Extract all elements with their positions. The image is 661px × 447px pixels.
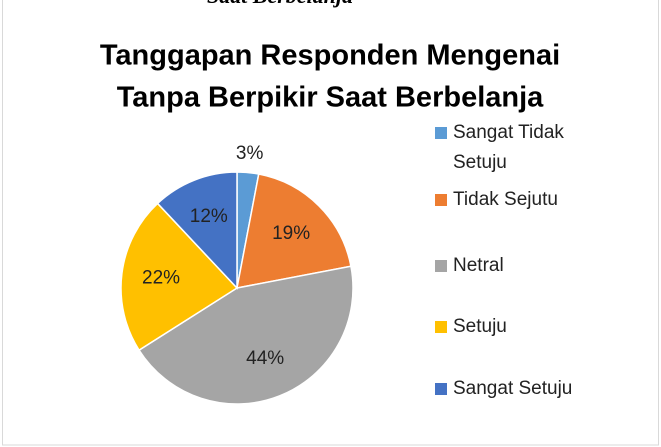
chart-title: Tanpa Berpikir Saat Berbelanja bbox=[117, 82, 544, 114]
data-label: 22% bbox=[142, 267, 180, 288]
chart-title: Tanggapan Responden Mengenai bbox=[100, 40, 560, 72]
legend-swatch bbox=[435, 260, 447, 272]
legend-label: Sangat Tidak Setuju bbox=[453, 122, 564, 173]
pie-slice bbox=[138, 265, 354, 405]
legend-line: Sangat Tidak bbox=[453, 122, 564, 143]
pie-slice bbox=[236, 173, 352, 289]
legend-label: Netral bbox=[453, 255, 504, 276]
legend-swatch bbox=[435, 127, 447, 139]
legend-line: Setuju bbox=[453, 152, 507, 173]
pie-slice bbox=[156, 171, 238, 290]
legend-label: Tidak Sejutu bbox=[453, 189, 558, 210]
data-label: 3% bbox=[236, 143, 264, 164]
data-label: 19% bbox=[272, 223, 310, 244]
legend-label: Setuju bbox=[453, 316, 507, 337]
legend-swatch bbox=[435, 383, 447, 395]
pie-slice bbox=[120, 202, 239, 352]
legend-label: Sangat Setuju bbox=[453, 378, 572, 399]
legend-swatch bbox=[435, 321, 447, 333]
data-label: 12% bbox=[190, 206, 228, 227]
legend-swatch bbox=[435, 194, 447, 206]
caption: Saat Berbelanja bbox=[207, 0, 353, 8]
data-label: 44% bbox=[246, 348, 284, 369]
